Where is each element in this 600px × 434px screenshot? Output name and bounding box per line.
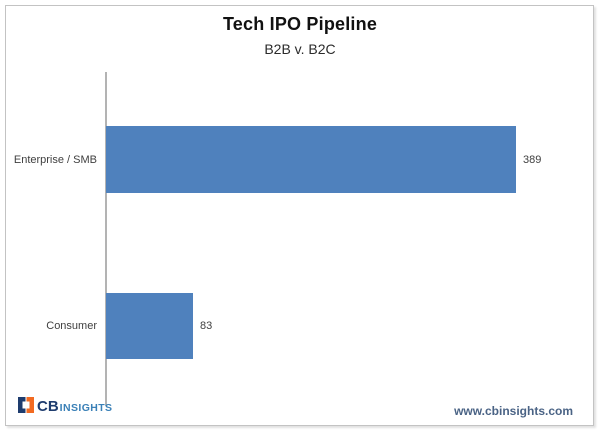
chart-title: Tech IPO Pipeline: [222, 14, 378, 34]
logo-text-insights: INSIGHTS: [59, 402, 113, 414]
logo-text-cb: CB: [37, 398, 59, 415]
category-axis-line: [105, 72, 107, 406]
bar-enterprise-smb: [106, 126, 516, 193]
cbinsights-logo: CB INSIGHTS: [17, 396, 112, 414]
cbinsights-logo-icon: [18, 397, 34, 413]
website-url: www.cbinsights.com: [454, 404, 573, 418]
value-label: 83: [200, 320, 213, 332]
chart-frame: [5, 5, 594, 426]
value-label: 389: [523, 153, 542, 166]
bar-row-consumer: Consumer 83: [0, 293, 212, 359]
chart-subtitle: B2B v. B2C: [264, 41, 336, 57]
bar-consumer: [106, 293, 193, 359]
category-label: Consumer: [46, 320, 97, 332]
bar-row-enterprise-smb: Enterprise / SMB 389: [0, 126, 541, 193]
category-label: Enterprise / SMB: [13, 153, 97, 166]
